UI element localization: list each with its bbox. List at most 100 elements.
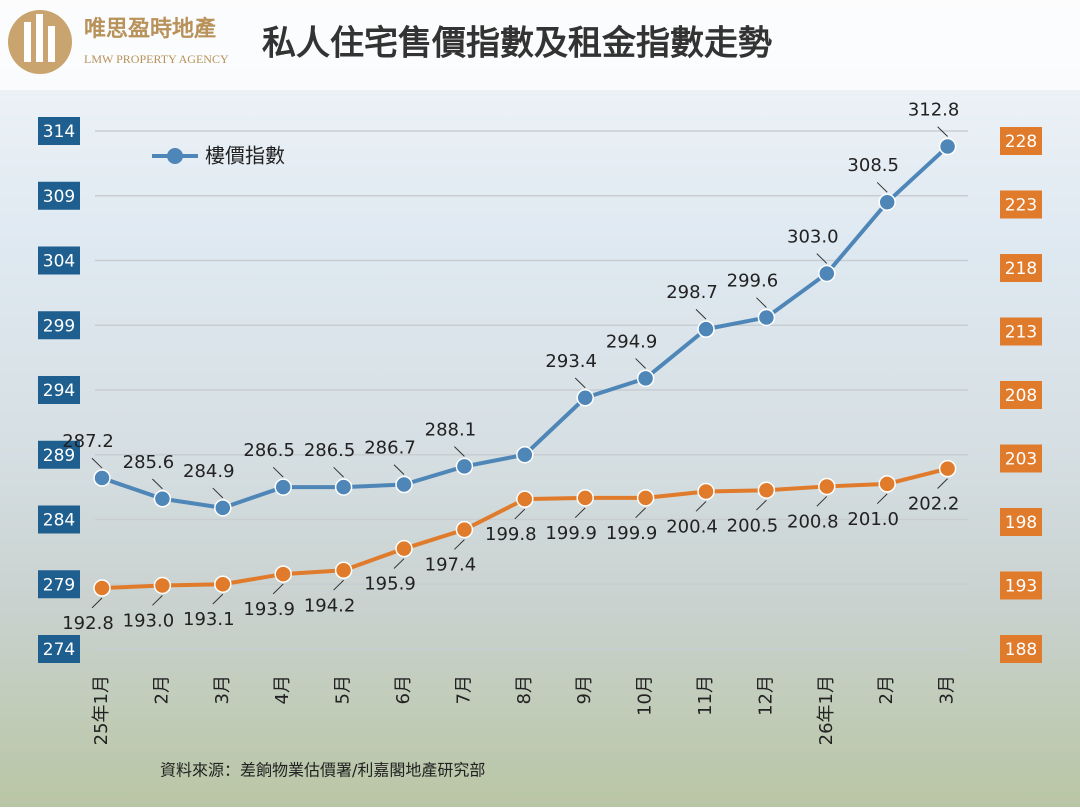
data-label: 308.5 xyxy=(847,155,899,176)
point xyxy=(636,489,655,507)
data-label: 294.9 xyxy=(606,331,658,352)
point xyxy=(757,481,776,499)
leader-line xyxy=(393,464,405,475)
data-label: 193.0 xyxy=(123,611,175,632)
x-tick-label: 5月 xyxy=(333,675,354,704)
data-label: 303.0 xyxy=(787,226,839,247)
y2-tick-box xyxy=(1000,635,1042,663)
chart-title: 私人住宅售價指數及租金指數走勢 xyxy=(262,24,772,64)
point xyxy=(153,490,172,508)
point xyxy=(455,457,474,476)
data-label: 197.4 xyxy=(425,555,477,576)
point xyxy=(274,478,292,496)
data-label: 285.6 xyxy=(123,452,175,473)
point xyxy=(334,561,353,580)
y2-tick-box xyxy=(1000,317,1042,346)
y2-tick-label: 213 xyxy=(1005,323,1037,343)
point xyxy=(455,520,474,539)
data-label: 193.9 xyxy=(243,599,295,620)
point xyxy=(395,539,413,558)
point xyxy=(214,575,232,593)
point xyxy=(516,446,534,464)
y2-tick-box xyxy=(1000,254,1042,282)
leader-line xyxy=(272,466,284,478)
data-label: 193.1 xyxy=(183,609,235,630)
point xyxy=(697,320,715,338)
point xyxy=(93,579,111,597)
data-label: 199.9 xyxy=(545,523,597,544)
y2-tick-box xyxy=(1000,381,1042,409)
point xyxy=(878,475,896,493)
logo xyxy=(8,10,72,74)
y2-tick-label: 203 xyxy=(1005,450,1037,470)
data-label: 194.2 xyxy=(304,595,356,616)
point xyxy=(334,478,353,496)
y-tick-label: 299 xyxy=(43,316,75,336)
point xyxy=(576,389,594,407)
x-tick-label: 8月 xyxy=(514,675,535,704)
leader-line xyxy=(393,558,405,569)
point xyxy=(757,308,776,327)
point xyxy=(938,459,957,478)
source: 資料來源：差餉物業估價署/利嘉閣地產研究部 xyxy=(160,761,485,780)
leader-line xyxy=(756,499,767,511)
x-tick-label: 10月 xyxy=(635,675,656,716)
x-tick-label: 2月 xyxy=(151,675,172,704)
leader-line xyxy=(635,358,646,369)
y2-tick-label: 193 xyxy=(1005,577,1037,597)
leader-line xyxy=(695,501,707,512)
point xyxy=(818,264,836,283)
leader-line xyxy=(937,478,948,489)
leader-line xyxy=(574,507,586,519)
y2-tick-box xyxy=(1000,508,1042,536)
data-label: 287.2 xyxy=(62,431,114,452)
x-tick-label: 2月 xyxy=(876,675,897,704)
data-label: 284.9 xyxy=(183,461,235,482)
point xyxy=(697,482,715,501)
y-tick-box xyxy=(38,440,80,469)
leader-line xyxy=(937,126,948,137)
y-tick-label: 289 xyxy=(43,446,75,466)
data-label: 293.4 xyxy=(545,351,597,372)
point xyxy=(636,369,655,388)
x-tick-label: 3月 xyxy=(937,675,958,704)
data-label: 286.5 xyxy=(304,440,356,461)
y-tick-box xyxy=(38,505,80,534)
leader-line xyxy=(454,446,465,457)
leader-line xyxy=(272,583,284,595)
leader-line xyxy=(212,593,224,605)
leader-line xyxy=(816,253,828,264)
y2-tick-label: 218 xyxy=(1005,259,1037,279)
data-label: 199.8 xyxy=(485,524,537,545)
leader-line xyxy=(152,478,163,490)
data-label: 195.9 xyxy=(364,574,416,595)
legend-marker xyxy=(167,148,183,164)
brand-name: 唯思盈時地產 xyxy=(84,16,216,42)
y-tick-label: 294 xyxy=(43,381,75,401)
y2-tick-label: 198 xyxy=(1005,513,1037,533)
y-tick-box xyxy=(38,376,80,404)
leader-line xyxy=(756,297,767,308)
y-tick-box xyxy=(38,246,80,275)
data-label: 192.8 xyxy=(62,613,114,634)
data-label: 200.4 xyxy=(666,517,718,538)
x-tick-label: 25年1月 xyxy=(91,675,112,745)
leader-line xyxy=(152,595,163,606)
x-tick-label: 3月 xyxy=(212,675,233,704)
point xyxy=(576,489,594,507)
point xyxy=(818,477,836,496)
data-label: 298.7 xyxy=(666,282,718,303)
point xyxy=(516,490,534,508)
x-tick-label: 9月 xyxy=(574,675,595,704)
y-tick-box xyxy=(38,117,80,145)
point xyxy=(395,475,413,494)
x-tick-label: 4月 xyxy=(272,675,293,704)
data-label: 286.5 xyxy=(243,440,295,461)
y2-tick-label: 188 xyxy=(1005,640,1037,660)
y2-tick-box xyxy=(1000,190,1042,219)
leader-line xyxy=(876,182,888,193)
y-tick-box xyxy=(38,311,80,340)
y-tick-label: 309 xyxy=(43,187,75,207)
